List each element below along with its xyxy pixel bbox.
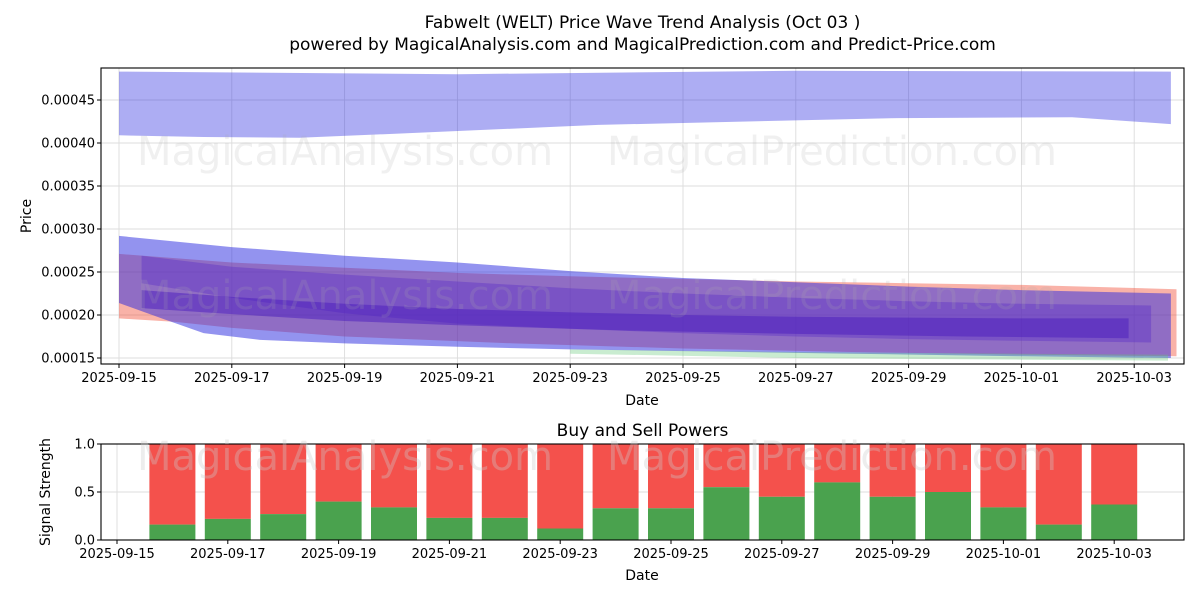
top-y-tick-label: 0.00045 bbox=[41, 94, 95, 109]
bottom-x-tick-label: 2025-10-01 bbox=[966, 547, 1042, 562]
bottom-x-tick-label: 2025-09-29 bbox=[855, 547, 931, 562]
bottom-x-tick-label: 2025-09-19 bbox=[301, 547, 377, 562]
bar-buy-power bbox=[1035, 524, 1082, 540]
top-x-tick-label: 2025-09-19 bbox=[307, 371, 383, 386]
watermark-text: MagicalPrediction.com bbox=[607, 129, 1057, 175]
bar-sell-power bbox=[537, 444, 584, 529]
bar-sell-power bbox=[703, 444, 750, 488]
bar-sell-power bbox=[869, 444, 916, 497]
bar-sell-power bbox=[481, 444, 528, 518]
top-y-tick-label: 0.00035 bbox=[41, 180, 95, 195]
bar-sell-power bbox=[1035, 444, 1082, 525]
top-y-tick-label: 0.00025 bbox=[41, 266, 95, 281]
bottom-y-tick-label: 0.0 bbox=[74, 534, 95, 549]
bottom-x-tick-label: 2025-09-23 bbox=[522, 547, 598, 562]
top-x-tick-label: 2025-10-01 bbox=[984, 371, 1060, 386]
bar-sell-power bbox=[592, 444, 639, 509]
top-x-tick-label: 2025-09-17 bbox=[194, 371, 270, 386]
bottom-x-tick-label: 2025-09-27 bbox=[744, 547, 820, 562]
bar-buy-power bbox=[869, 496, 916, 540]
chart-subtitle: powered by MagicalAnalysis.com and Magic… bbox=[289, 35, 996, 55]
bar-buy-power bbox=[149, 524, 196, 540]
bottom-x-tick-label: 2025-09-21 bbox=[412, 547, 488, 562]
top-x-tick-label: 2025-09-29 bbox=[871, 371, 947, 386]
bar-sell-power bbox=[925, 444, 971, 492]
top-x-tick-label: 2025-09-27 bbox=[758, 371, 834, 386]
bar-buy-power bbox=[648, 508, 694, 540]
band-purple-core-band bbox=[141, 290, 1129, 339]
bar-sell-power bbox=[814, 444, 861, 483]
bar-buy-power bbox=[814, 482, 861, 540]
bar-sell-power bbox=[426, 444, 473, 518]
bar-buy-power bbox=[592, 508, 639, 540]
band-upper-blue-band bbox=[119, 70, 1171, 138]
watermark-text: MagicalAnalysis.com bbox=[137, 129, 553, 175]
bar-buy-power bbox=[758, 496, 805, 540]
bottom-x-tick-label: 2025-09-25 bbox=[633, 547, 709, 562]
bar-buy-power bbox=[315, 501, 362, 540]
top-x-tick-label: 2025-10-03 bbox=[1096, 371, 1172, 386]
bar-buy-power bbox=[426, 517, 473, 540]
bottom-y-tick-label: 1.0 bbox=[74, 438, 95, 453]
watermark-text: MagicalPrediction.com bbox=[607, 434, 1057, 480]
watermark-text: MagicalPrediction.com bbox=[607, 273, 1057, 319]
bottom-chart-title: Buy and Sell Powers bbox=[556, 421, 729, 441]
bar-sell-power bbox=[371, 444, 417, 508]
bar-buy-power bbox=[481, 517, 528, 540]
bar-sell-power bbox=[149, 444, 196, 525]
top-y-tick-label: 0.00020 bbox=[41, 309, 95, 324]
band-green-band bbox=[570, 349, 1168, 361]
signal-strength-axis-label: Signal Strength bbox=[38, 437, 54, 547]
top-y-tick-label: 0.00040 bbox=[41, 137, 95, 152]
bar-buy-power bbox=[925, 492, 971, 540]
bottom-x-tick-label: 2025-09-17 bbox=[190, 547, 266, 562]
bar-buy-power bbox=[371, 507, 417, 540]
price-axis-label: Price bbox=[19, 198, 35, 234]
chart-title: Fabwelt (WELT) Price Wave Trend Analysis… bbox=[424, 13, 861, 33]
bottom-date-axis-label: Date bbox=[625, 568, 659, 584]
bar-sell-power bbox=[1091, 444, 1138, 505]
bar-buy-power bbox=[204, 518, 251, 540]
top-x-tick-label: 2025-09-21 bbox=[420, 371, 496, 386]
top-y-tick-label: 0.00015 bbox=[41, 352, 95, 367]
bar-buy-power bbox=[1091, 504, 1138, 540]
bottom-x-tick-label: 2025-09-15 bbox=[79, 547, 155, 562]
watermark-text: MagicalAnalysis.com bbox=[137, 434, 553, 480]
bar-buy-power bbox=[980, 507, 1027, 540]
watermark-text: MagicalAnalysis.com bbox=[137, 273, 553, 319]
bar-sell-power bbox=[315, 444, 362, 502]
bar-sell-power bbox=[204, 444, 251, 519]
bar-buy-power bbox=[260, 514, 307, 540]
top-date-axis-label: Date bbox=[625, 393, 659, 409]
bottom-y-tick-label: 0.5 bbox=[74, 486, 95, 501]
top-x-tick-label: 2025-09-15 bbox=[81, 371, 157, 386]
top-x-tick-label: 2025-09-25 bbox=[645, 371, 721, 386]
bottom-x-tick-label: 2025-10-03 bbox=[1076, 547, 1152, 562]
bar-sell-power bbox=[648, 444, 694, 509]
bar-sell-power bbox=[758, 444, 805, 497]
bar-buy-power bbox=[537, 528, 584, 540]
top-x-tick-label: 2025-09-23 bbox=[532, 371, 608, 386]
bar-sell-power bbox=[980, 444, 1027, 508]
top-plot-border bbox=[100, 67, 1185, 365]
top-y-tick-label: 0.00030 bbox=[41, 223, 95, 238]
bar-buy-power bbox=[703, 487, 750, 540]
bar-sell-power bbox=[260, 444, 307, 515]
